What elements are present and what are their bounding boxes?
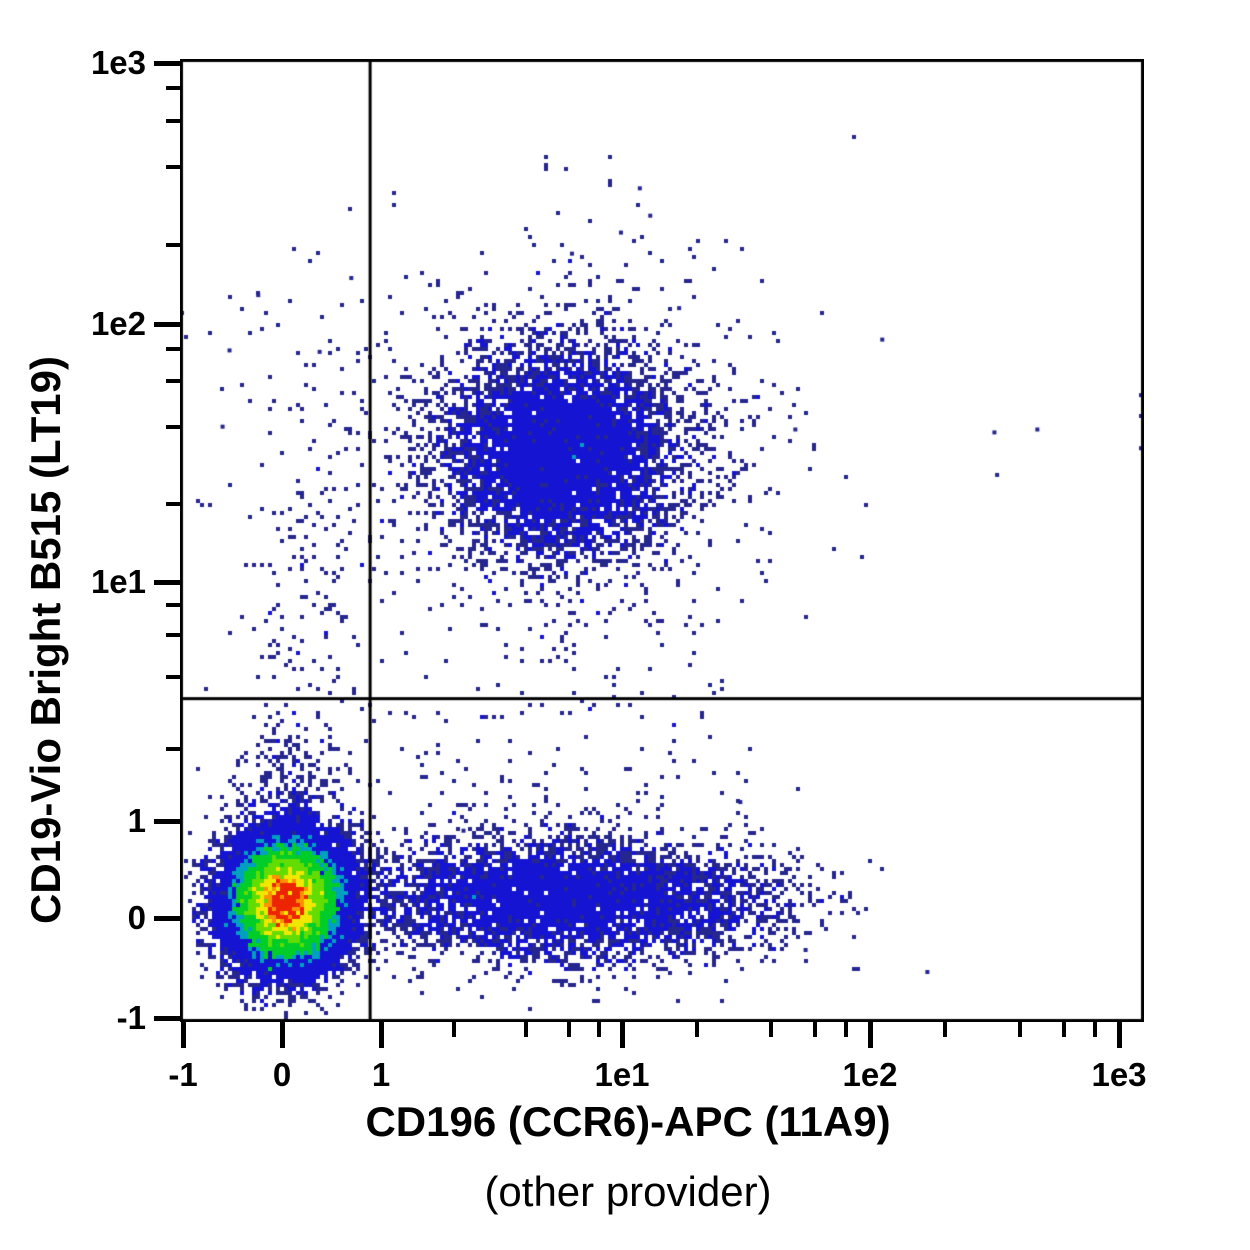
y-minor-tick: [166, 424, 180, 429]
x-axis-title: CD196 (CCR6)-APC (11A9): [365, 1098, 891, 1145]
x-major-tick: [1116, 1022, 1122, 1048]
y-minor-tick: [166, 243, 180, 248]
x-minor-tick: [812, 1022, 817, 1037]
density-plot-canvas: [180, 59, 1144, 1022]
x-major-tick: [867, 1022, 873, 1048]
y-minor-tick: [166, 379, 180, 384]
x-minor-tick: [1061, 1022, 1066, 1037]
y-minor-tick: [166, 675, 180, 680]
x-minor-tick: [566, 1022, 571, 1037]
y-axis-title: CD19-Vio Bright B515 (LT19): [22, 356, 69, 924]
y-minor-tick: [166, 118, 180, 123]
x-minor-tick: [769, 1022, 774, 1037]
x-major-tick: [180, 1022, 186, 1048]
y-major-tick: [154, 1015, 180, 1021]
y-major-tick: [154, 915, 180, 921]
y-tick-label: -1: [116, 999, 146, 1036]
x-minor-tick: [843, 1022, 848, 1037]
y-major-tick: [154, 579, 180, 585]
x-tick-label: 1: [371, 1056, 391, 1093]
y-minor-tick: [166, 603, 180, 608]
x-major-tick: [619, 1022, 625, 1048]
x-tick-label: 1e2: [842, 1056, 898, 1093]
y-minor-tick: [166, 633, 180, 638]
y-tick-label: 1e1: [90, 563, 146, 600]
y-minor-tick: [166, 747, 180, 752]
x-minor-tick: [1092, 1022, 1097, 1037]
x-minor-tick: [1017, 1022, 1022, 1037]
y-minor-tick: [166, 502, 180, 507]
y-minor-tick: [166, 86, 180, 91]
x-minor-tick: [596, 1022, 601, 1037]
x-tick-label: 0: [272, 1056, 292, 1093]
x-tick-label: 1e1: [594, 1056, 650, 1093]
x-major-tick: [378, 1022, 384, 1048]
y-major-tick: [154, 818, 180, 824]
y-major-tick: [154, 60, 180, 66]
y-minor-tick: [166, 164, 180, 169]
y-tick-label: 0: [127, 899, 146, 936]
x-major-tick: [279, 1022, 285, 1048]
x-tick-label: 1e3: [1091, 1056, 1147, 1093]
x-minor-tick: [942, 1022, 947, 1037]
y-tick-label: 1: [127, 802, 146, 839]
x-axis-subtitle: (other provider): [484, 1168, 772, 1215]
x-minor-tick: [694, 1022, 699, 1037]
x-minor-tick: [451, 1022, 456, 1037]
y-tick-label: 1e2: [90, 305, 146, 342]
x-minor-tick: [524, 1022, 529, 1037]
y-tick-label: 1e3: [90, 44, 146, 81]
x-tick-label: -1: [168, 1056, 198, 1093]
y-minor-tick: [166, 347, 180, 351]
y-major-tick: [154, 321, 180, 327]
